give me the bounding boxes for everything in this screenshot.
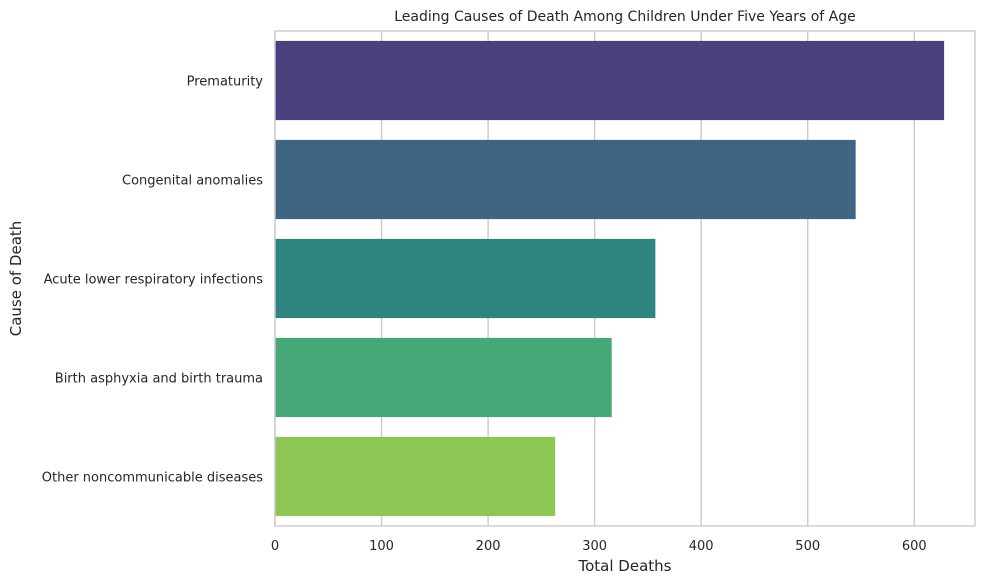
y-tick-label: Acute lower respiratory infections: [44, 273, 264, 288]
x-tick-label: 300: [582, 539, 607, 554]
x-tick-label: 100: [369, 539, 394, 554]
y-tick-labels: Prematurity Congenital anomalies Acute low…: [42, 75, 264, 486]
x-axis-label: Total Deaths: [578, 557, 672, 575]
x-tick-label: 0: [271, 539, 279, 554]
plot-frame: [274, 30, 976, 527]
bar: [275, 337, 612, 418]
bar: [275, 40, 945, 121]
x-tick-label: 400: [689, 539, 714, 554]
chart-title: Leading Causes of Death Among Children U…: [394, 9, 856, 25]
y-tick-label: Prematurity: [187, 75, 264, 90]
bar: [275, 139, 856, 220]
y-axis-label: Cause of Death: [7, 221, 25, 337]
y-tick-label: Other noncommunicable diseases: [42, 471, 263, 486]
x-tick-label: 600: [902, 539, 927, 554]
bar: [275, 238, 656, 319]
x-tick-label: 200: [476, 539, 501, 554]
x-tick-labels: 0 100 200 300 400 500 600: [271, 539, 927, 554]
bar: [275, 436, 556, 517]
bars: [275, 40, 945, 517]
x-tick-label: 500: [795, 539, 820, 554]
y-tick-label: Congenital anomalies: [122, 174, 263, 189]
y-tick-label: Birth asphyxia and birth trauma: [55, 372, 263, 387]
